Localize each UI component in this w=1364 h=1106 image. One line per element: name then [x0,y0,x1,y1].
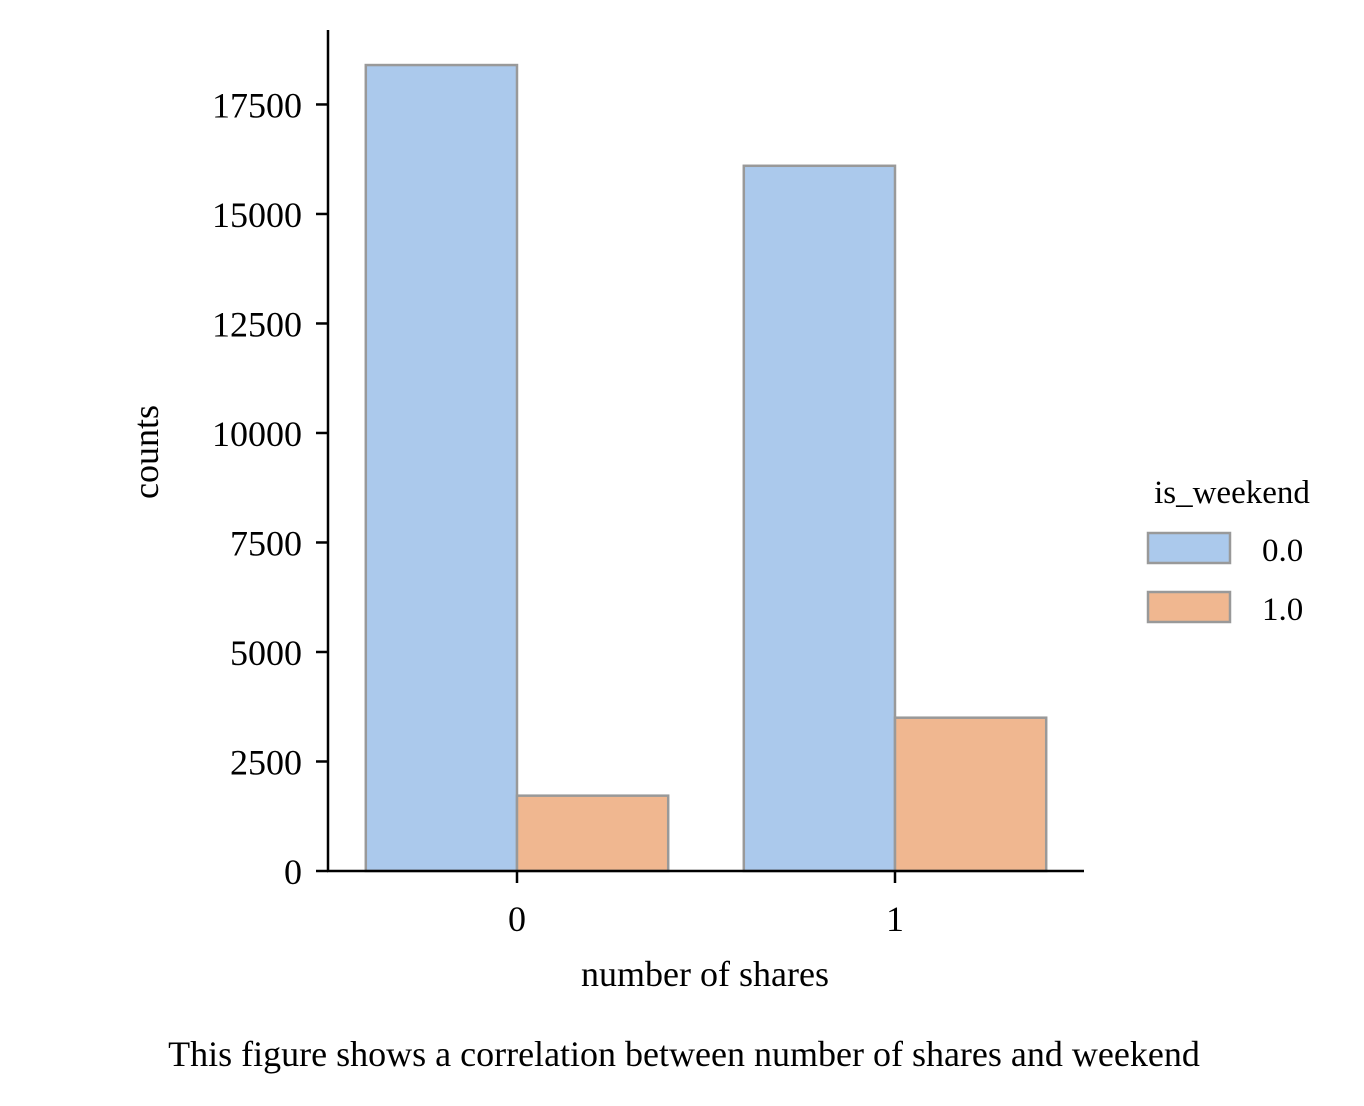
bar-series-0-cat-1 [742,164,897,873]
legend: is_weekend 0.0 1.0 [1146,475,1310,628]
y-tick-label: 12500 [212,304,302,344]
x-axis-label: number of shares [581,954,829,994]
bar-series-0-cat-0 [364,63,519,873]
x-tick-label: 0 [508,899,526,939]
y-axis-label: counts [126,405,166,499]
y-tick-label: 0 [284,852,302,892]
y-tick-label: 17500 [212,85,302,125]
legend-label-0: 0.0 [1262,533,1303,569]
bar-series-1-cat-0 [515,794,670,873]
bars [364,63,1048,873]
legend-title: is_weekend [1154,475,1310,511]
legend-swatch-1 [1146,590,1232,624]
y-tick-label: 10000 [212,414,302,454]
y-tick-label: 2500 [230,742,302,782]
x-tick-label: 1 [886,899,904,939]
y-tick-label: 5000 [230,633,302,673]
legend-label-1: 1.0 [1262,592,1303,628]
y-axis-ticks: 0 2500 5000 7500 10000 12500 15000 17500 [212,85,328,892]
y-tick-label: 7500 [230,523,302,563]
figure-caption: This figure shows a correlation between … [168,1034,1200,1074]
legend-swatch-0 [1146,531,1232,565]
bar-series-1-cat-1 [893,716,1048,873]
y-tick-label: 15000 [212,195,302,235]
